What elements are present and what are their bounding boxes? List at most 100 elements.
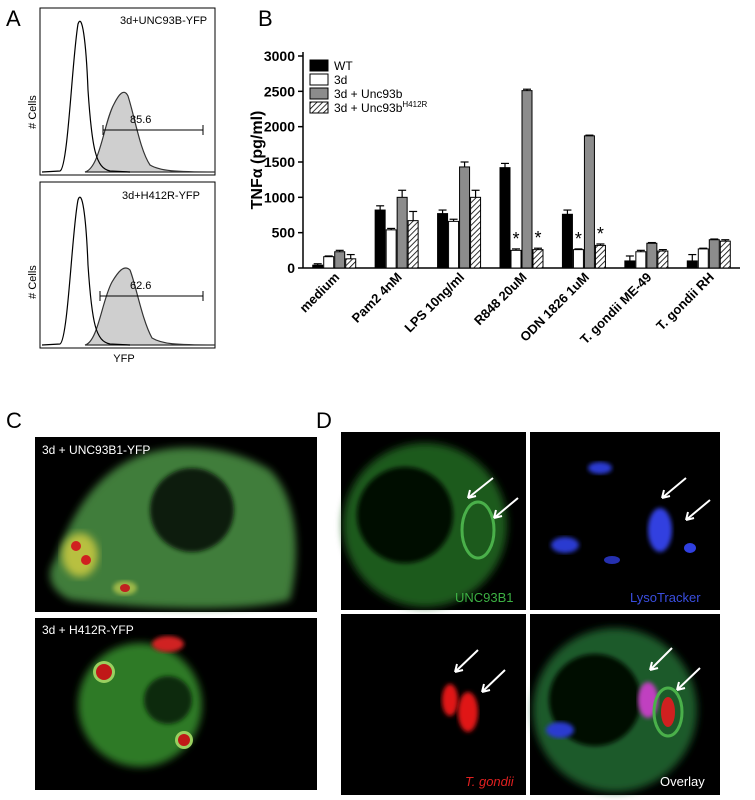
bar [334,251,346,269]
x-tick-label: R848 20uM [471,270,530,329]
significance-marker: * [512,229,519,249]
error-bar [523,88,531,91]
flow-histogram: 3d+H412R-YFP 62.6 # Cells YFP [27,181,216,365]
bar [437,213,449,269]
image-caption: LysoTracker [630,590,701,605]
bar [657,250,669,269]
y-tick-label: 500 [272,225,296,241]
error-bar [471,189,480,198]
bar [374,209,386,269]
gate-value: 85.6 [130,114,151,126]
y-tick-label: 0 [287,260,295,276]
y-tick-label: 2000 [264,119,295,135]
bar [407,220,419,269]
x-tick-label: Pam2 4nM [349,270,405,326]
legend-label: 3d [334,73,347,87]
x-axis-label: YFP [113,353,134,365]
bar [459,166,471,269]
legend-label: 3d + Unc93b [334,101,403,115]
bar [635,251,647,269]
panel-label: C [6,408,22,433]
error-bar [387,227,396,230]
flow-title: 3d+UNC93B-YFP [120,15,207,27]
bar [385,229,397,269]
x-tick-label: LPS 10ng/ml [401,270,467,336]
x-tick-label: T. gondii RH [653,270,717,334]
error-bar [501,162,509,168]
y-axis-label: # Cells [27,265,39,299]
error-bar [574,248,583,250]
bar [624,260,636,269]
error-bar [647,241,656,244]
legend-swatch [309,87,329,100]
error-bar [335,249,344,252]
error-bar [376,205,385,211]
error-bar [346,253,355,259]
micrograph: Overlay [530,614,720,795]
bar [719,240,731,269]
error-bar [324,255,333,257]
bar [510,249,522,269]
legend-label-superscript: H412R [402,100,427,109]
micrograph: 3d + H412R-YFP [35,618,317,790]
bar [594,244,606,269]
error-bar [563,209,572,215]
image-caption: Overlay [660,774,705,789]
error-bar [449,218,458,222]
image-caption: 3d + H412R-YFP [42,623,134,637]
legend-swatch [309,59,329,72]
bar [345,258,357,269]
bar [646,242,658,269]
error-bar [398,189,407,198]
error-bar [688,253,697,261]
flow-histogram: 3d+UNC93B-YFP 85.6 # Cells [27,7,216,176]
legend-label: WT [334,59,353,73]
legend-label: 3d + Unc93b [334,87,403,101]
y-tick-label: 2500 [264,83,295,99]
panel-label: A [6,6,21,31]
x-tick-label: medium [296,270,342,316]
gate-value: 62.6 [130,280,151,292]
bar [708,239,720,269]
bar [312,264,324,269]
error-bar [409,210,418,221]
panel-label: B [258,6,273,31]
y-tick-label: 1500 [264,154,295,170]
bar [583,135,595,269]
image-caption: UNC93B1 [455,590,514,605]
bar [323,256,335,269]
bar [697,248,709,269]
panel-label: D [316,408,332,433]
y-axis-label: # Cells [27,95,39,129]
micrograph: 3d + UNC93B1-YFP [35,437,317,612]
bar [521,90,533,269]
error-bar [721,239,730,242]
bar [448,220,460,269]
error-bar [313,263,322,266]
error-bar [512,248,520,251]
bar [470,196,482,269]
significance-marker: * [597,224,604,244]
legend-swatch [309,101,329,114]
micrograph: LysoTracker [530,432,720,610]
error-bar [710,238,719,240]
error-bar [658,249,667,252]
bar [561,213,573,269]
error-bar [636,249,645,252]
y-tick-label: 3000 [264,48,295,64]
error-bar [438,209,447,214]
error-bar [596,243,605,246]
y-tick-label: 1000 [264,189,295,205]
image-caption: T. gondii [465,774,515,789]
bar [532,249,544,269]
bar [572,249,584,269]
error-bar [585,134,594,136]
bar-chart: TNFα (pg/ml) 0 500 1000 1500 2000 2500 3000 med… [249,48,740,347]
image-caption: 3d + UNC93B1-YFP [42,443,150,457]
error-bar [460,161,469,167]
y-axis-label: TNFα (pg/ml) [249,111,266,210]
significance-marker: * [575,229,582,249]
bar [499,167,511,269]
